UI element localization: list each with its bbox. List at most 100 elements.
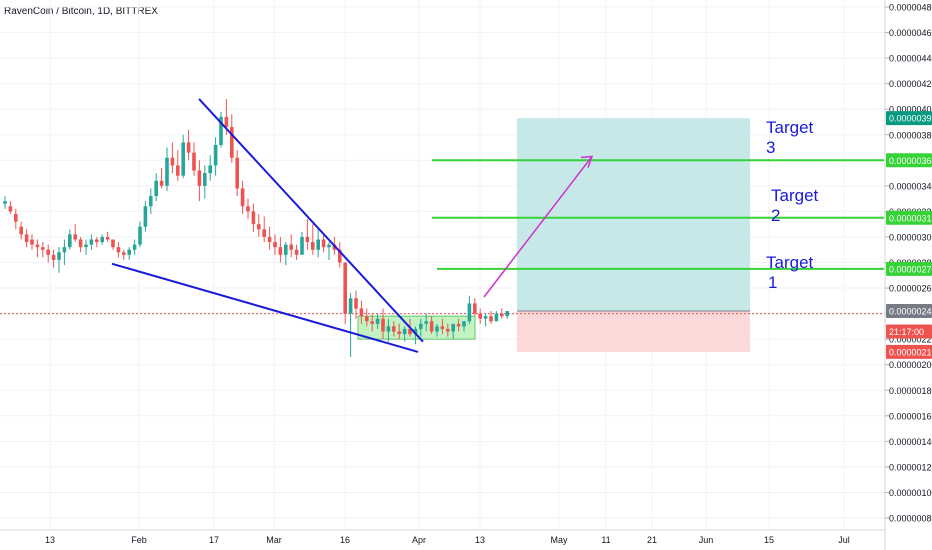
candle-body: [440, 326, 445, 329]
candle-body: [176, 165, 180, 176]
time-tick-label: 11: [601, 535, 610, 545]
price-label-box: [886, 344, 932, 359]
candle-body: [132, 244, 137, 250]
time-tick-label: May: [550, 535, 568, 545]
candle-body: [365, 316, 369, 322]
price-label-text: 21:17:00: [889, 327, 924, 337]
candle-body: [149, 196, 153, 207]
price-label-text: 0.00000242: [889, 307, 932, 317]
price-tick-label: 0.00000460: [889, 28, 932, 38]
candle-body: [273, 242, 277, 248]
candle-body: [429, 321, 434, 332]
candle-body: [359, 308, 364, 317]
candle-body: [41, 247, 45, 250]
candle-body: [370, 321, 374, 324]
price-label-box: [886, 261, 932, 276]
time-tick-label: 15: [764, 535, 774, 545]
price-tick-label: 0.00000160: [889, 411, 932, 421]
symbol-title: RavenCoin / Bitcoin, 1D, BITTREX: [4, 6, 158, 17]
candle-body: [224, 116, 229, 128]
price-tick-label: 0.00000440: [889, 54, 932, 64]
price-label-text: 0.00000360: [889, 156, 932, 166]
candle-body: [73, 234, 77, 240]
candle-body: [451, 323, 455, 332]
candle-body: [402, 328, 407, 335]
time-tick-label: 13: [45, 535, 55, 545]
price-label-box: [886, 111, 932, 126]
candle-body: [500, 313, 504, 317]
price-tick-label: 0.00000100: [889, 488, 932, 498]
projection-arrowhead: [580, 155, 594, 168]
price-tick-label: 0.00000480: [889, 3, 932, 13]
candle-body: [419, 323, 423, 329]
candle-body: [375, 318, 380, 324]
price-label-box: [886, 153, 932, 168]
profit-zone: [517, 118, 750, 312]
time-tick-label: Feb: [131, 535, 147, 545]
candle-body: [413, 328, 418, 335]
target-label: Target: [771, 186, 819, 205]
candle-body: [51, 254, 56, 260]
candle-body: [235, 157, 239, 189]
price-label-box: [886, 210, 932, 225]
price-label-box: [886, 324, 932, 339]
candle-body: [122, 252, 126, 255]
candle-body: [456, 323, 461, 327]
time-tick-label: Apr: [412, 535, 426, 545]
time-tick-label: Jun: [699, 535, 714, 545]
price-tick-label: 0.00000220: [889, 335, 932, 345]
candle-body: [208, 165, 212, 174]
price-tick-label: 0.00000420: [889, 79, 932, 89]
candle-body: [348, 298, 353, 314]
candle-body: [219, 116, 223, 145]
time-tick-label: 16: [340, 535, 350, 545]
candle-body: [3, 201, 7, 204]
candle-body: [278, 247, 283, 255]
wedge-upper-line: [198, 98, 424, 343]
candle-body: [483, 316, 488, 319]
candle-body: [8, 206, 13, 212]
price-label-box: [886, 304, 932, 319]
time-tick-label: Mar: [266, 535, 282, 545]
candle-body: [230, 127, 234, 158]
candle-body: [494, 313, 499, 322]
price-tick-label: 0.00000080: [889, 514, 932, 524]
candle-body: [473, 303, 477, 314]
candle-body: [294, 249, 299, 255]
candle-body: [381, 318, 385, 332]
candle-body: [462, 321, 466, 327]
candle-body: [478, 313, 482, 319]
candle-body: [489, 316, 493, 322]
candle-body: [316, 239, 320, 250]
price-tick-label: 0.00000140: [889, 437, 932, 447]
candle-body: [30, 239, 34, 245]
price-tick-label: 0.00000120: [889, 462, 932, 472]
candle-body: [467, 303, 472, 322]
candle-body: [289, 244, 293, 250]
candle-body: [197, 170, 202, 186]
target-number: 2: [771, 206, 780, 225]
time-tick-label: Jul: [838, 535, 850, 545]
price-label-text: 0.00000315: [889, 213, 932, 223]
candle-body: [284, 244, 288, 255]
price-label-text: 0.00000275: [889, 264, 932, 274]
price-tick-label: 0.00000180: [889, 386, 932, 396]
time-tick-label: 13: [475, 535, 485, 545]
price-tick-label: 0.00000260: [889, 284, 932, 294]
candle-body: [62, 247, 67, 253]
candle-body: [262, 229, 266, 237]
candle-body: [35, 244, 40, 248]
candle-body: [408, 328, 412, 335]
time-tick-label: 17: [209, 535, 219, 545]
candle-body: [138, 226, 142, 245]
candle-body: [246, 206, 250, 212]
candle-body: [159, 180, 164, 186]
candle-body: [213, 144, 218, 166]
loss-zone: [517, 311, 750, 352]
price-label-text: 0.00000210: [889, 347, 932, 357]
candle-body: [338, 249, 342, 263]
candle-body: [181, 142, 185, 176]
candle-body: [267, 236, 272, 243]
target-number: 3: [766, 138, 775, 157]
